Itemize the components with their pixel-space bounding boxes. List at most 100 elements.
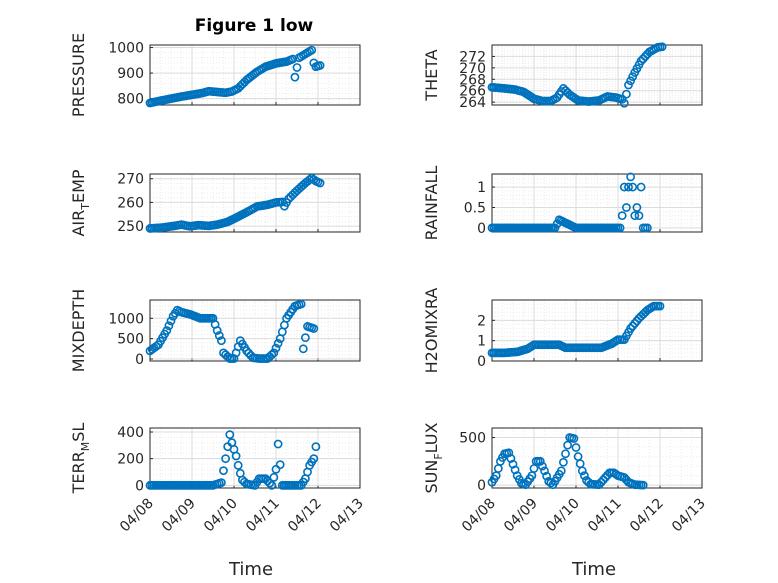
data-point	[535, 456, 545, 466]
data-point	[311, 442, 321, 452]
data-point	[575, 459, 585, 469]
data-point	[269, 472, 279, 482]
data-point	[296, 299, 306, 309]
data-point	[309, 454, 319, 464]
data-point	[166, 316, 176, 326]
subplot-rainfall: 0 0.5 1 RAINFALL	[422, 166, 703, 241]
y-tick-label: 0	[135, 352, 144, 368]
x-tick-label: 04/12	[627, 496, 667, 536]
data-point	[307, 45, 317, 55]
data-point	[271, 343, 281, 353]
y-axis-label: RAINFALL	[422, 166, 441, 241]
data-point	[229, 354, 239, 363]
data-point	[624, 80, 633, 90]
subplot-pressure: 800 900 1000 PRESSURE	[69, 33, 361, 117]
data-point	[267, 350, 277, 360]
y-axis-label: PRESSURE	[69, 33, 88, 117]
data-point	[617, 211, 627, 221]
y-tick-label: 500	[459, 431, 486, 447]
data-point	[309, 324, 319, 333]
data-point	[561, 449, 570, 459]
data-point	[267, 480, 277, 490]
x-tick-label: 04/08	[459, 496, 499, 536]
subplot-terr: 04/08 04/09 04/10 04/11 04/12 04/13 0 200 400 TER…	[69, 423, 367, 536]
data-point	[657, 42, 667, 52]
data-point	[622, 89, 631, 99]
y-tick-label: 1	[477, 334, 486, 350]
data-point	[634, 211, 644, 221]
x-tick-label: 04/12	[285, 496, 325, 536]
data-point	[628, 182, 638, 192]
data-point	[273, 338, 283, 348]
x-tick-label: 04/10	[543, 496, 583, 536]
data-point	[546, 478, 556, 488]
y-tick-label: 1	[477, 180, 486, 196]
figure-title: Figure 1 low	[195, 16, 314, 36]
data-point	[151, 341, 161, 351]
data-point	[216, 478, 226, 488]
data-point	[219, 466, 228, 476]
data-point	[630, 211, 640, 221]
data-point	[275, 460, 285, 470]
data-point	[619, 98, 629, 108]
data-point	[643, 223, 652, 233]
x-axis-label-left: Time	[228, 559, 273, 580]
y-axis-label: H2OMIXRA	[422, 288, 441, 374]
y-tick-label: 270	[117, 172, 144, 188]
y-tick-label: 264	[459, 95, 486, 111]
y-tick-label: 1000	[108, 41, 144, 57]
data-point	[538, 461, 547, 471]
y-tick-label: 0	[477, 478, 486, 494]
data-point	[212, 326, 222, 335]
x-tick-label: 04/09	[159, 496, 199, 536]
y-tick-label: 200	[117, 452, 144, 468]
data-point	[225, 430, 235, 440]
data-point	[298, 344, 308, 354]
subplot-air: 250 260 270 AIRTEMP	[69, 169, 361, 237]
y-tick-label: 270	[459, 61, 486, 77]
y-tick-label: 0	[477, 221, 486, 237]
data-point	[231, 451, 241, 461]
y-tick-label: 2	[477, 313, 486, 329]
subplot-h2omixra: 0 1 2 H2OMIXRA	[422, 288, 703, 374]
data-point	[542, 471, 551, 481]
y-tick-label: 268	[459, 72, 486, 88]
data-point	[563, 440, 572, 450]
data-point	[624, 182, 633, 192]
y-axis-label: MIXDEPTH	[69, 289, 88, 372]
data-point	[273, 439, 283, 449]
y-tick-label: 0	[135, 478, 144, 494]
x-tick-label: 04/11	[243, 496, 283, 536]
y-tick-label: 266	[459, 84, 486, 100]
data-point	[615, 223, 625, 233]
data-point	[556, 466, 566, 476]
data-point	[292, 63, 302, 72]
x-axis-label-right: Time	[571, 559, 616, 580]
data-point	[622, 203, 631, 212]
data-point	[571, 443, 581, 452]
data-point	[162, 326, 172, 335]
data-point	[300, 333, 310, 343]
data-point	[569, 434, 579, 443]
x-tick-label: 04/10	[201, 496, 241, 536]
x-tick-label: 04/11	[585, 496, 625, 536]
y-tick-label: 900	[117, 66, 144, 82]
data-point	[632, 203, 642, 212]
data-point	[290, 72, 300, 82]
data-point	[269, 348, 279, 358]
data-point	[626, 76, 635, 86]
data-point	[577, 466, 587, 476]
y-tick-label: 272	[459, 49, 486, 65]
data-point	[233, 460, 243, 470]
y-tick-label: 400	[117, 425, 144, 441]
y-tick-label: 250	[117, 219, 144, 235]
y-tick-label: 800	[117, 92, 144, 108]
y-tick-label: 0	[477, 354, 486, 370]
data-point	[580, 471, 589, 481]
y-axis-label: TERRMSL	[69, 423, 92, 495]
y-tick-label: 500	[117, 332, 144, 348]
y-axis-label: SUNFLUX	[422, 422, 445, 493]
y-axis-label: AIRTEMP	[69, 169, 92, 236]
